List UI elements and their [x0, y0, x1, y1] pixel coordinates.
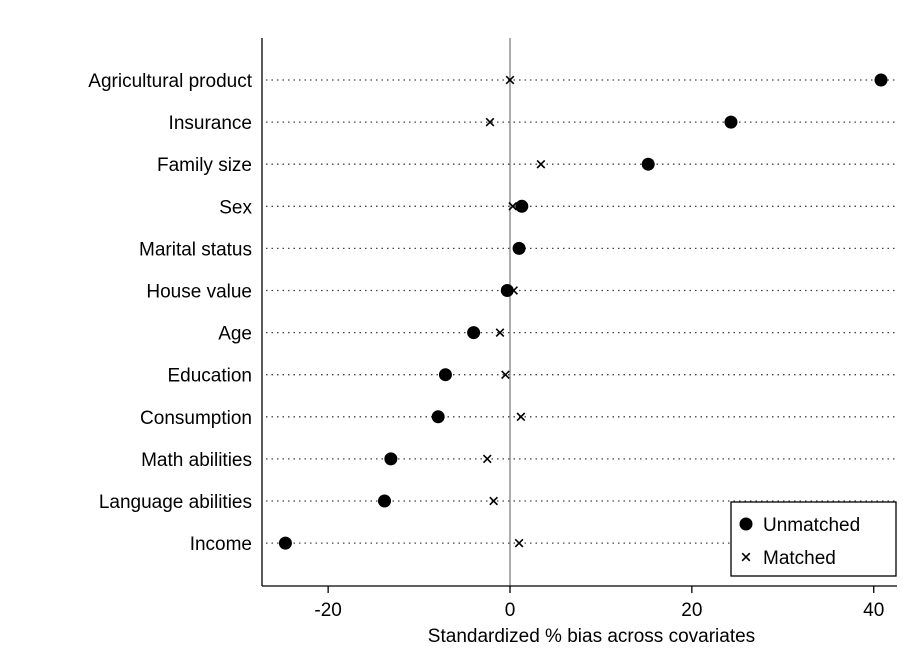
axes: -20 0 20 40 — [261, 38, 897, 621]
legend: Unmatched Matched — [730, 501, 897, 577]
x-tick-label: 20 — [681, 600, 702, 621]
point-matched — [514, 538, 524, 548]
category-label: Consumption — [140, 408, 252, 429]
legend-x-glyph — [741, 552, 751, 562]
point-unmatched — [378, 494, 392, 508]
point-unmatched — [431, 410, 445, 424]
point-matched — [536, 159, 546, 169]
category-label: Family size — [157, 155, 252, 176]
legend-marker-unmatched — [739, 517, 753, 531]
point-matched — [508, 201, 518, 211]
x-axis-title: Standardized % bias across covariates — [428, 626, 755, 647]
category-label: Age — [218, 324, 252, 345]
category-label: House value — [146, 282, 252, 303]
point-unmatched — [467, 326, 481, 340]
point-matched — [505, 75, 515, 85]
point-matched — [482, 454, 492, 464]
point-unmatched — [874, 73, 888, 87]
x-tick-label: 40 — [863, 600, 884, 621]
legend-marker-matched — [741, 552, 751, 562]
point-unmatched — [641, 157, 655, 171]
category-label: Income — [190, 534, 252, 555]
category-label: Math abilities — [141, 450, 252, 471]
category-label: Agricultural product — [88, 71, 252, 92]
category-label: Sex — [219, 197, 252, 218]
point-unmatched — [438, 368, 452, 382]
point-matched — [489, 496, 498, 506]
legend-label-matched: Matched — [763, 548, 836, 569]
point-matched — [501, 370, 510, 380]
category-labels: Agricultural product Insurance Family size… — [88, 71, 252, 555]
legend-label-unmatched: Unmatched — [763, 515, 860, 536]
data-points — [278, 73, 888, 550]
point-unmatched — [500, 284, 514, 297]
point-matched — [516, 412, 526, 422]
gridlines — [266, 79, 897, 544]
category-label: Marital status — [139, 239, 252, 260]
category-label: Language abilities — [99, 492, 252, 513]
category-label: Education — [167, 366, 252, 387]
point-matched — [485, 117, 495, 127]
point-unmatched — [724, 115, 738, 129]
point-unmatched — [278, 536, 292, 550]
point-matched — [514, 244, 524, 253]
x-tick-label: -20 — [314, 600, 341, 621]
point-matched — [495, 328, 505, 337]
legend-box — [730, 501, 897, 577]
category-label: Insurance — [169, 113, 252, 134]
point-matched — [509, 286, 519, 295]
point-unmatched — [515, 199, 529, 213]
point-unmatched — [384, 452, 398, 466]
x-tick-label: 0 — [505, 600, 516, 621]
